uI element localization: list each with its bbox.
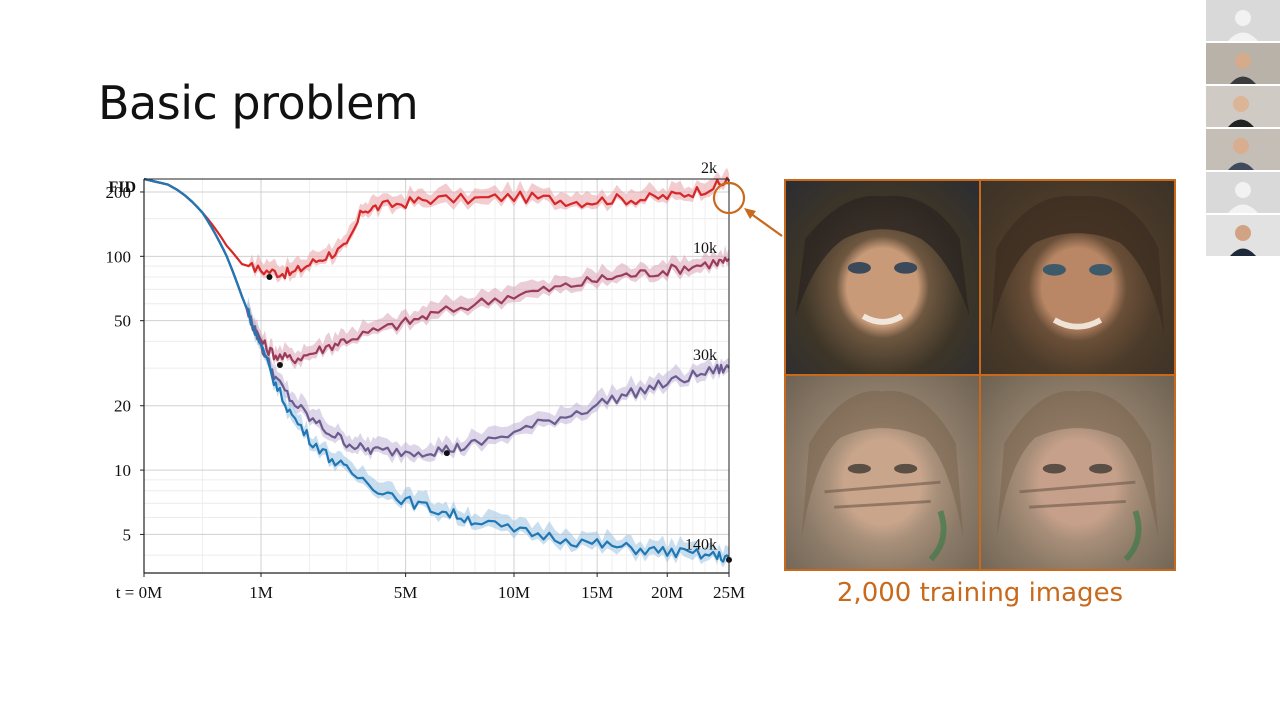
- x-tick-label: 25M: [713, 583, 745, 602]
- samples-caption: 2,000 training images: [836, 578, 1124, 608]
- x-tick-label: 20M: [651, 583, 683, 602]
- series-label-2k: 2k: [701, 160, 717, 177]
- y-axis-label: FID: [108, 179, 136, 196]
- series-band-2k: [144, 167, 729, 283]
- callout-connector: [712, 181, 783, 237]
- participant-avatar-tile[interactable]: [1206, 0, 1280, 41]
- best-point-30k: [443, 450, 450, 457]
- series-line-2k: [143, 176, 730, 280]
- chart-lines: [143, 176, 730, 563]
- generated-face-image: [786, 181, 979, 374]
- series-band-10k: [144, 178, 729, 370]
- participant-video-tile[interactable]: [1206, 43, 1280, 84]
- participant-avatar-tile[interactable]: [1206, 172, 1280, 213]
- participant-video-strip: [1206, 0, 1280, 258]
- y-tick-label: 50: [114, 312, 131, 331]
- y-tick-label: 10: [114, 461, 131, 480]
- callout-arrowhead: [744, 208, 756, 219]
- series-line-140k: [143, 177, 730, 563]
- series-line-30k: [143, 177, 730, 458]
- generated-face-image: [981, 181, 1174, 374]
- x-tick-label: t = 0M: [116, 583, 162, 602]
- best-point-10k: [276, 362, 283, 369]
- participant-video-tile[interactable]: [1206, 129, 1280, 170]
- series-label-30k: 30k: [693, 347, 717, 364]
- series-label-140k: 140k: [685, 536, 717, 553]
- generated-face-image: [981, 376, 1174, 569]
- x-tick-label: 10M: [498, 583, 530, 602]
- x-tick-label: 15M: [581, 583, 613, 602]
- generated-samples-grid: [784, 179, 1176, 571]
- y-tick-label: 200: [106, 183, 132, 202]
- x-tick-label: 1M: [249, 583, 273, 602]
- participant-video-tile[interactable]: [1206, 86, 1280, 127]
- series-label-10k: 10k: [693, 240, 717, 257]
- highlight-circle: [712, 181, 746, 215]
- y-tick-label: 5: [123, 525, 132, 544]
- y-tick-label: 20: [114, 397, 131, 416]
- chart-bands: [144, 167, 729, 568]
- participant-video-tile[interactable]: [1206, 215, 1280, 256]
- callout-arrow-line: [749, 212, 783, 237]
- slide-title: Basic problem: [98, 76, 419, 130]
- chart-axes: [140, 178, 730, 577]
- best-point-2k: [266, 274, 273, 281]
- y-tick-label: 100: [106, 247, 132, 266]
- x-tick-label: 5M: [394, 583, 418, 602]
- generated-face-image: [786, 376, 979, 569]
